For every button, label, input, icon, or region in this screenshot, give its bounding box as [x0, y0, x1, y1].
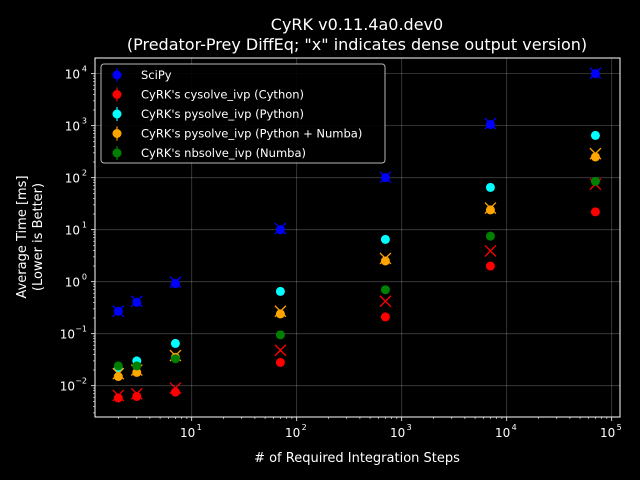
x-tick-exponent: 2: [302, 423, 307, 432]
legend-label-4: CyRK's nbsolve_ivp (Numba): [141, 146, 306, 160]
series-2-point: [485, 182, 495, 192]
y-tick-label: 10: [65, 172, 80, 186]
series-4-point: [113, 361, 123, 371]
chart-subtitle: (Predator-Prey DiffEq; "x" indicates den…: [127, 35, 587, 54]
series-0-dense-marker: [589, 67, 602, 80]
series-0-point: [275, 225, 285, 235]
x-tick-exponent: 3: [407, 423, 412, 432]
series-1-point: [275, 357, 285, 367]
chart-title: CyRK v0.11.4a0.dev0: [271, 15, 443, 34]
series-0-point: [170, 279, 180, 289]
series-3-point: [132, 367, 142, 377]
series-0-point: [132, 297, 142, 307]
series-3-dense-marker: [112, 367, 125, 380]
y-tick-label: 10: [65, 224, 80, 238]
series-3-dense-marker: [274, 305, 287, 318]
series-4-point: [590, 176, 600, 186]
legend: SciPy CyRK's cysolve_ivp (Cython) CyRK's p…: [100, 63, 386, 164]
series-2-point: [275, 286, 285, 296]
series-4-point: [132, 361, 142, 371]
series-1-dense-marker: [274, 344, 287, 357]
y-axis-label-secondary: (Lower is Better): [31, 183, 46, 291]
series-4-point: [485, 231, 495, 241]
x-tick-label: 10: [495, 426, 510, 440]
y-tick-exponent: 2: [82, 169, 87, 178]
legend-label-2: CyRK's pysolve_ivp (Python): [141, 107, 304, 121]
y-tick-label: 10: [60, 328, 75, 342]
x-tick-label: 10: [180, 426, 195, 440]
series-0-point: [485, 120, 495, 130]
series-3-point: [275, 309, 285, 319]
y-tick-exponent: −2: [75, 377, 87, 386]
series-3-point: [485, 205, 495, 215]
series-3-dense-marker: [589, 147, 602, 160]
series-3-point: [380, 256, 390, 266]
series-1-point: [170, 387, 180, 397]
series-1-point: [485, 261, 495, 271]
x-tick-exponent: 1: [197, 423, 202, 432]
series-1-dense-marker: [130, 387, 143, 400]
series-1-point: [113, 393, 123, 403]
series-2-point: [590, 130, 600, 140]
series-4-point: [380, 285, 390, 295]
data-points: [112, 67, 602, 403]
legend-box: [100, 63, 386, 164]
series-0-dense-marker: [169, 276, 182, 289]
series-0-dense-marker: [112, 305, 125, 318]
series-1-point: [380, 312, 390, 322]
y-tick-exponent: 1: [82, 221, 87, 230]
series-1-dense-marker: [112, 389, 125, 402]
legend-label-3: CyRK's pysolve_ivp (Python + Numba): [141, 127, 362, 141]
x-tick-label: 10: [600, 426, 615, 440]
legend-label-1: CyRK's cysolve_ivp (Cython): [141, 88, 304, 102]
y-axis-label: Average Time [ms]: [15, 175, 30, 298]
series-4-point: [170, 354, 180, 364]
x-tick-exponent: 4: [512, 423, 517, 432]
series-1-point: [590, 207, 600, 217]
x-tick-exponent: 5: [617, 423, 622, 432]
y-tick-exponent: −1: [75, 325, 87, 334]
y-tick-exponent: 0: [82, 273, 87, 282]
legend-label-0: SciPy: [141, 68, 172, 82]
series-3-point: [590, 152, 600, 162]
y-tick-exponent: 3: [82, 117, 87, 126]
y-tick-label: 10: [65, 120, 80, 134]
x-tick-label: 10: [285, 426, 300, 440]
y-tick-exponent: 4: [82, 65, 87, 74]
series-0-dense-marker: [274, 222, 287, 235]
series-0-dense-marker: [484, 117, 497, 130]
x-tick-label: 10: [390, 426, 405, 440]
series-1-dense-marker: [484, 244, 497, 257]
series-3-dense-marker: [484, 202, 497, 215]
series-0-dense-marker: [379, 171, 392, 184]
series-1-point: [132, 391, 142, 401]
y-tick-label: 10: [65, 276, 80, 290]
series-1-dense-marker: [379, 295, 392, 308]
series-3-dense-marker: [379, 252, 392, 265]
y-tick-label: 10: [65, 68, 80, 82]
series-4-point: [275, 330, 285, 340]
series-1-dense-marker: [169, 382, 182, 395]
y-tick-label: 10: [60, 380, 75, 394]
series-0-dense-marker: [130, 295, 143, 308]
series-2-point: [380, 234, 390, 244]
x-axis-ticks: 10 1 10 2 10 3 10 4 10 5: [117, 417, 622, 440]
series-2-point: [170, 338, 180, 348]
x-axis-label: # of Required Integration Steps: [254, 451, 460, 466]
series-3-point: [113, 372, 123, 382]
